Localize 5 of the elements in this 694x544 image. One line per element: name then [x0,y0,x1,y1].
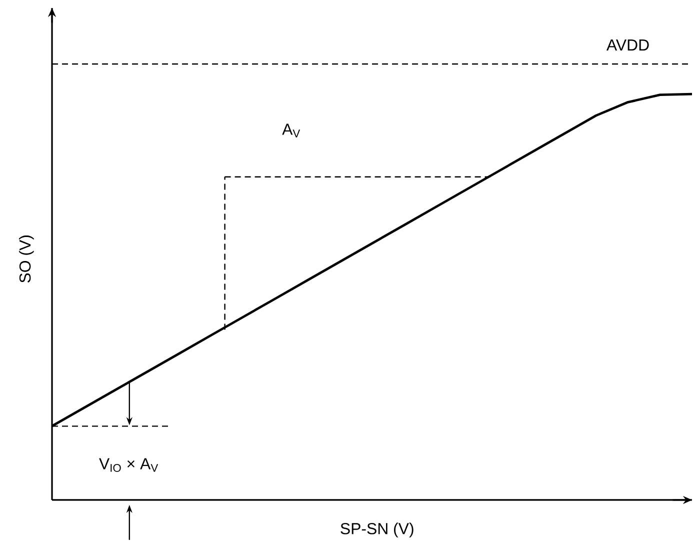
ref-line-label: AVDD [606,40,649,50]
y-axis-title: SO (V) [18,236,34,283]
x-axis-title: SP-SN (V) [340,522,414,538]
ref-line-label: A$_{V}$ [282,124,300,138]
annotation: V$_{IO}$ × A$_{V}$ [99,458,158,472]
